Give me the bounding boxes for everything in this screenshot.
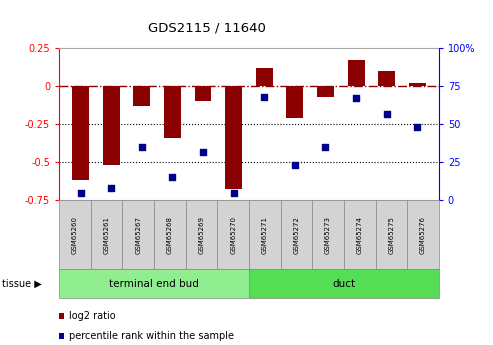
Bar bbox=[378, 71, 395, 86]
Point bbox=[169, 175, 176, 180]
Text: GSM65273: GSM65273 bbox=[325, 216, 331, 254]
Bar bbox=[72, 86, 89, 180]
Text: percentile rank within the sample: percentile rank within the sample bbox=[70, 332, 234, 341]
Text: terminal end bud: terminal end bud bbox=[109, 279, 199, 289]
Text: GSM65275: GSM65275 bbox=[388, 216, 394, 254]
Point bbox=[260, 94, 268, 100]
Point bbox=[352, 96, 360, 101]
Bar bbox=[317, 86, 334, 97]
Bar bbox=[103, 86, 120, 165]
Point bbox=[414, 125, 422, 130]
Text: GSM65269: GSM65269 bbox=[199, 216, 205, 254]
Text: GSM65274: GSM65274 bbox=[356, 216, 363, 254]
Text: GSM65261: GSM65261 bbox=[104, 216, 109, 254]
Point bbox=[230, 190, 238, 195]
Point bbox=[76, 190, 84, 195]
Point bbox=[321, 144, 329, 150]
Bar bbox=[286, 86, 303, 118]
Point bbox=[199, 149, 207, 154]
Text: GSM65268: GSM65268 bbox=[167, 216, 173, 254]
Text: GSM65271: GSM65271 bbox=[262, 216, 268, 254]
Text: log2 ratio: log2 ratio bbox=[70, 311, 116, 321]
Point bbox=[291, 162, 299, 168]
Text: GDS2115 / 11640: GDS2115 / 11640 bbox=[148, 21, 266, 34]
Bar bbox=[134, 86, 150, 106]
Text: GSM65260: GSM65260 bbox=[72, 216, 78, 254]
Text: GSM65267: GSM65267 bbox=[135, 216, 141, 254]
Bar bbox=[409, 83, 426, 86]
Text: GSM65270: GSM65270 bbox=[230, 216, 236, 254]
Text: duct: duct bbox=[332, 279, 355, 289]
Text: GSM65272: GSM65272 bbox=[293, 216, 299, 254]
Bar bbox=[164, 86, 181, 138]
Point bbox=[138, 144, 146, 150]
Bar bbox=[225, 86, 242, 189]
Text: GSM65276: GSM65276 bbox=[420, 216, 426, 254]
Point bbox=[383, 111, 390, 116]
Bar bbox=[195, 86, 211, 101]
Text: tissue ▶: tissue ▶ bbox=[2, 279, 42, 289]
Bar bbox=[256, 68, 273, 86]
Bar bbox=[348, 60, 364, 86]
Point bbox=[107, 185, 115, 191]
